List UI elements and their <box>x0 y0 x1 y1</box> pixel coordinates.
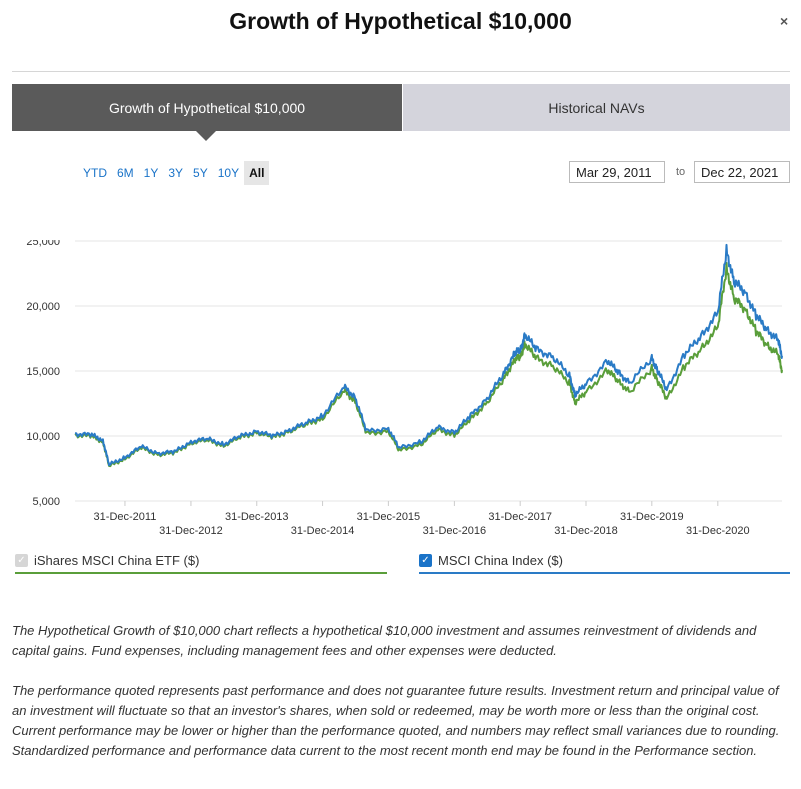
x-tick-label: 31-Dec-2014 <box>291 525 355 537</box>
growth-chart: 5,000 10,000 15,000 20,000 25,000 31-Dec-201… <box>26 240 783 537</box>
title-divider <box>12 71 790 72</box>
checkbox-msci-index[interactable]: ✓ <box>419 553 432 567</box>
checkbox-ishares-etf[interactable]: ✓ <box>15 553 28 567</box>
x-tick-label: 31-Dec-2017 <box>488 511 552 523</box>
tab-growth[interactable]: Growth of Hypothetical $10,000 <box>12 84 402 131</box>
active-tab-caret <box>196 131 216 141</box>
end-date-input[interactable]: Dec 22, 2021 <box>694 161 790 183</box>
range-10y-button[interactable]: 10Y <box>217 166 240 180</box>
x-tick-label: 31-Dec-2013 <box>225 511 289 523</box>
y-tick-label: 10,000 <box>26 431 60 443</box>
time-range-selector: YTD 6M 1Y 3Y 5Y 10Y All <box>78 161 270 185</box>
page-title: Growth of Hypothetical $10,000 <box>229 8 572 34</box>
legend-label-msci-index: MSCI China Index ($) <box>438 552 563 568</box>
x-tick-label: 31-Dec-2015 <box>357 511 421 523</box>
x-tick-label: 31-Dec-2011 <box>94 511 157 523</box>
x-axis-ticks: 31-Dec-201131-Dec-201231-Dec-201331-Dec-… <box>94 501 750 537</box>
y-tick-label: 5,000 <box>32 496 60 508</box>
legend-label-ishares-etf: iShares MSCI China ETF ($) <box>34 552 200 568</box>
y-tick-label: 25,000 <box>26 240 60 248</box>
x-tick-label: 31-Dec-2020 <box>686 525 750 537</box>
x-tick-label: 31-Dec-2016 <box>423 525 487 537</box>
x-tick-label: 31-Dec-2012 <box>159 525 223 537</box>
date-to-label: to <box>676 166 686 178</box>
series-line-msci-index <box>74 243 783 467</box>
series-lines <box>74 243 783 468</box>
range-all-button[interactable]: All <box>244 161 270 185</box>
range-6m-button[interactable]: 6M <box>117 166 134 180</box>
grid-lines <box>75 240 782 502</box>
performance-disclaimer: The performance quoted represents past p… <box>12 683 780 758</box>
range-3y-button[interactable]: 3Y <box>168 166 184 180</box>
start-date-input[interactable]: Mar 29, 2011 <box>569 161 665 183</box>
y-axis-ticks: 5,000 10,000 15,000 20,000 25,000 <box>26 240 60 508</box>
y-tick-label: 15,000 <box>26 366 60 378</box>
legend-ishares-etf[interactable]: ✓ iShares MSCI China ETF ($) <box>15 548 387 574</box>
range-ytd-button[interactable]: YTD <box>83 166 107 180</box>
legend-msci-index[interactable]: ✓ MSCI China Index ($) <box>419 548 790 574</box>
range-5y-button[interactable]: 5Y <box>193 166 208 180</box>
x-tick-label: 31-Dec-2019 <box>620 511 684 523</box>
range-1y-button[interactable]: 1Y <box>143 166 159 180</box>
close-icon[interactable]: × <box>780 13 789 29</box>
y-tick-label: 20,000 <box>26 301 60 313</box>
x-tick-label: 31-Dec-2018 <box>554 525 618 537</box>
chart-disclaimer: The Hypothetical Growth of $10,000 chart… <box>12 623 757 658</box>
tab-historical-navs[interactable]: Historical NAVs <box>403 84 790 131</box>
